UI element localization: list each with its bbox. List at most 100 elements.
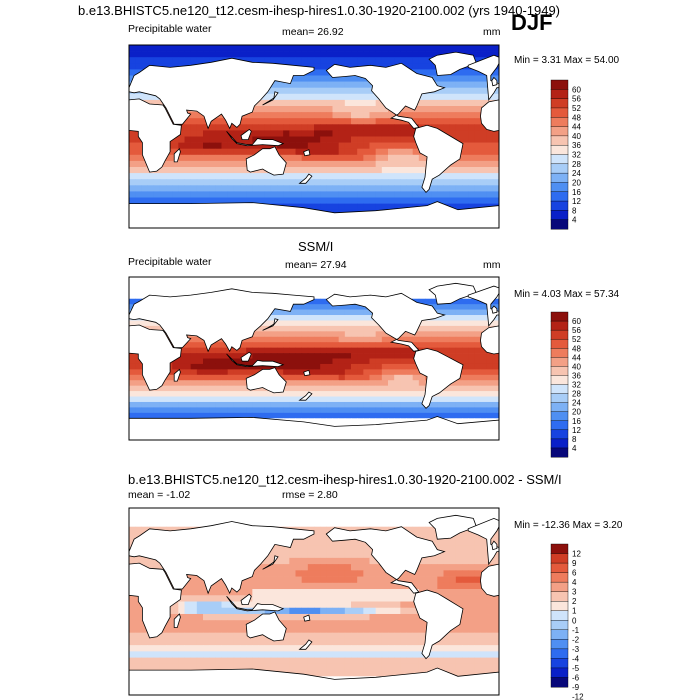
colorbar-swatch xyxy=(550,172,569,183)
field-cell xyxy=(412,118,420,125)
field-cell xyxy=(277,124,284,131)
field-cell xyxy=(394,185,401,192)
field-cell xyxy=(375,57,383,64)
field-cell xyxy=(289,353,296,359)
field-cell xyxy=(351,167,358,174)
field-cell xyxy=(252,342,259,348)
field-cell xyxy=(381,601,389,609)
field-cell xyxy=(400,396,407,403)
field-cell xyxy=(289,508,296,515)
field-cell xyxy=(221,45,229,52)
field-cell xyxy=(203,148,210,156)
field-cell xyxy=(178,347,185,354)
field-cell xyxy=(264,508,272,515)
field-cell xyxy=(141,407,148,414)
field-cell xyxy=(307,148,315,156)
field-cell xyxy=(449,626,457,634)
field-cell xyxy=(468,380,475,387)
field-cell xyxy=(474,75,481,82)
field-cell xyxy=(233,514,241,521)
field-cell xyxy=(375,325,383,332)
land-australia xyxy=(245,146,287,176)
field-cell xyxy=(357,197,364,204)
field-cell xyxy=(357,595,364,602)
field-cell xyxy=(233,51,241,58)
field-cell xyxy=(363,595,370,602)
field-cell xyxy=(449,385,457,392)
field-cell xyxy=(462,380,469,387)
field-cell xyxy=(240,142,247,150)
field-cell xyxy=(264,607,272,615)
field-cell xyxy=(301,185,309,192)
field-cell xyxy=(209,638,216,646)
field-cell xyxy=(332,45,340,52)
field-cell xyxy=(240,369,247,376)
field-cell xyxy=(388,277,395,283)
field-cell xyxy=(437,576,444,584)
field-cell xyxy=(233,407,241,414)
field-cell xyxy=(190,148,198,156)
field-cell xyxy=(332,607,340,615)
colorbar-tick-label: 48 xyxy=(572,113,581,122)
field-cell xyxy=(209,45,216,52)
field-cell xyxy=(375,173,383,180)
field-cell xyxy=(344,63,352,70)
field-cell xyxy=(203,142,210,150)
field-cell xyxy=(468,130,475,137)
field-cell xyxy=(474,396,481,403)
field-cell xyxy=(320,118,327,125)
field-cell xyxy=(283,601,290,609)
field-cell xyxy=(394,118,401,125)
field-cell xyxy=(295,613,303,621)
field-cell xyxy=(437,570,444,577)
field-cell xyxy=(283,167,290,174)
field-cell xyxy=(344,331,352,338)
field-cell xyxy=(246,118,253,125)
field-cell xyxy=(338,520,346,528)
field-cell xyxy=(357,589,364,596)
field-cell xyxy=(375,203,383,211)
land-europe-asia xyxy=(467,54,500,102)
field-cell xyxy=(492,87,500,95)
field-cell xyxy=(369,185,377,192)
field-cell xyxy=(375,106,383,113)
field-cell xyxy=(462,418,469,425)
field-cell xyxy=(270,401,278,408)
field-cell xyxy=(369,277,377,283)
field-cell xyxy=(425,570,432,577)
field-cell xyxy=(314,363,321,370)
field-cell xyxy=(431,179,438,186)
field-cell xyxy=(258,336,266,343)
field-cell xyxy=(295,167,303,174)
field-cell xyxy=(381,396,389,403)
field-cell xyxy=(172,363,179,370)
field-cell xyxy=(166,380,173,387)
field-cell xyxy=(264,564,272,571)
field-cell xyxy=(406,353,414,359)
field-cell xyxy=(320,124,327,131)
field-cell xyxy=(381,124,389,131)
field-cell xyxy=(307,396,315,403)
field-cell xyxy=(233,45,241,52)
field-cell xyxy=(264,396,272,403)
field-cell xyxy=(233,277,241,283)
field-cell xyxy=(388,407,395,414)
field-cell xyxy=(412,336,420,343)
field-cell xyxy=(344,545,352,552)
field-cell xyxy=(277,282,284,289)
field-cell xyxy=(338,626,346,634)
field-cell xyxy=(406,401,414,408)
colorbar-swatch xyxy=(550,219,569,230)
field-cell xyxy=(320,282,327,289)
field-cell xyxy=(351,45,358,52)
field-cell xyxy=(301,380,309,387)
field-cell xyxy=(320,93,327,101)
field-cell xyxy=(270,173,278,180)
field-cell xyxy=(462,385,469,392)
field-cell xyxy=(314,613,321,621)
field-cell xyxy=(406,385,414,392)
field-cell xyxy=(449,304,457,310)
field-cell xyxy=(425,532,432,540)
field-cell xyxy=(351,374,358,381)
field-cell xyxy=(363,620,370,627)
